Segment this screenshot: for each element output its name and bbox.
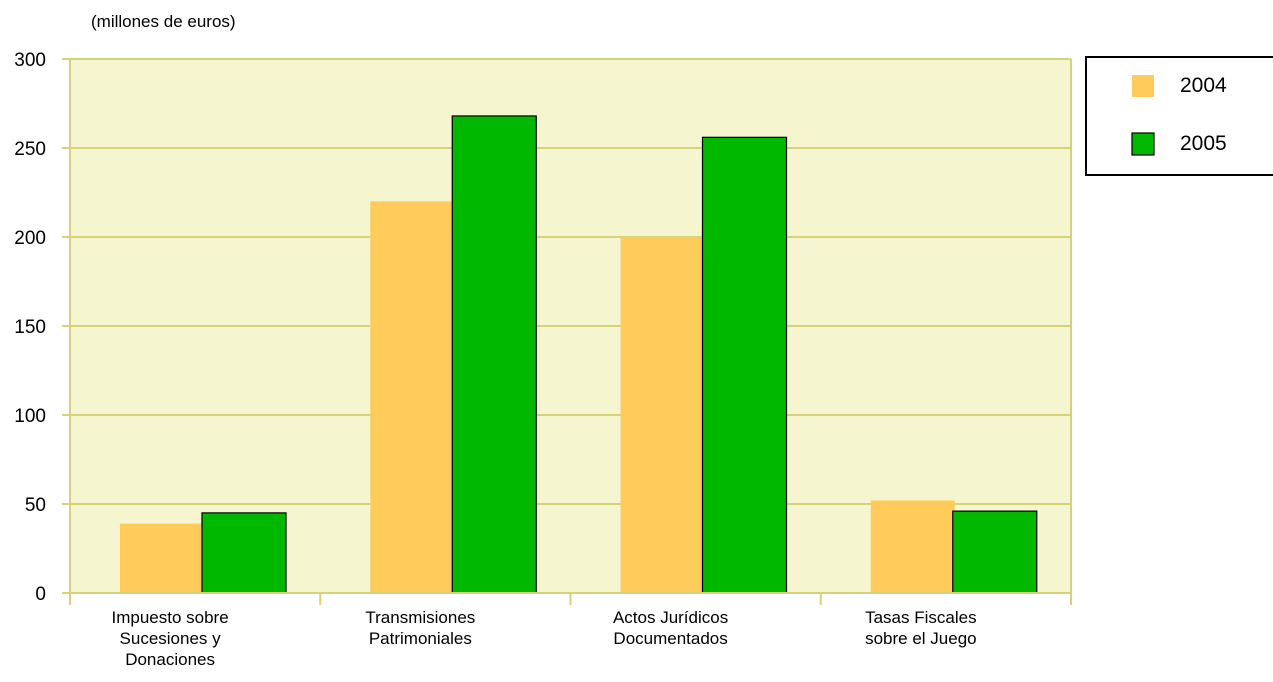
bar-2005-3 [701,136,788,594]
y-tick-label: 0 [35,584,46,605]
legend: 2004 2005 [1085,56,1273,176]
legend-swatch-2005 [1131,132,1155,156]
category-label-line: Tasas Fiscales [865,608,976,627]
legend-label-2005: 2005 [1180,132,1227,155]
category-label-line: Actos Jurídicos [613,608,728,627]
bar-2005-1 [201,512,287,594]
category-label-line: Sucesiones y [120,629,222,648]
bar-2004-4 [870,500,955,593]
bar-2005-2 [451,115,537,594]
bar-2004-2 [370,201,455,593]
legend-label-2004: 2004 [1180,74,1227,97]
grid-lines [70,58,1071,505]
category-label-line: Transmisiones [365,608,475,627]
category-label: Impuesto sobre Sucesiones y Donaciones [112,608,229,669]
y-tick-label: 50 [25,495,46,516]
legend-box [1085,56,1273,176]
y-tick-label: 150 [14,317,46,338]
category-label-line: Documentados [613,629,727,648]
category-label: Actos Jurídicos Documentados [613,608,728,648]
category-label: Tasas Fiscales sobre el Juego [865,608,977,648]
category-label-line: Donaciones [125,650,215,669]
axes [62,59,1072,605]
category-label-line: Impuesto sobre [112,608,229,627]
category-label-line: sobre el Juego [865,629,977,648]
y-axis-unit-label: (millones de euros) [91,12,236,31]
bar-2004-1 [120,523,204,593]
y-axis-ticks: 0 50 100 150 200 250 300 [14,50,70,605]
bar-2004-3 [620,237,705,593]
y-tick-label: 250 [14,139,46,160]
bars [120,115,1038,594]
category-label: Transmisiones Patrimoniales [365,608,475,648]
y-tick-label: 200 [14,228,46,249]
category-label-line: Patrimoniales [369,629,472,648]
y-tick-label: 300 [14,50,46,71]
category-labels: Impuesto sobre Sucesiones y Donaciones Tran… [112,608,977,669]
legend-swatch-2004 [1132,75,1154,97]
y-tick-label: 100 [14,406,46,427]
bar-2005-4 [952,510,1038,594]
